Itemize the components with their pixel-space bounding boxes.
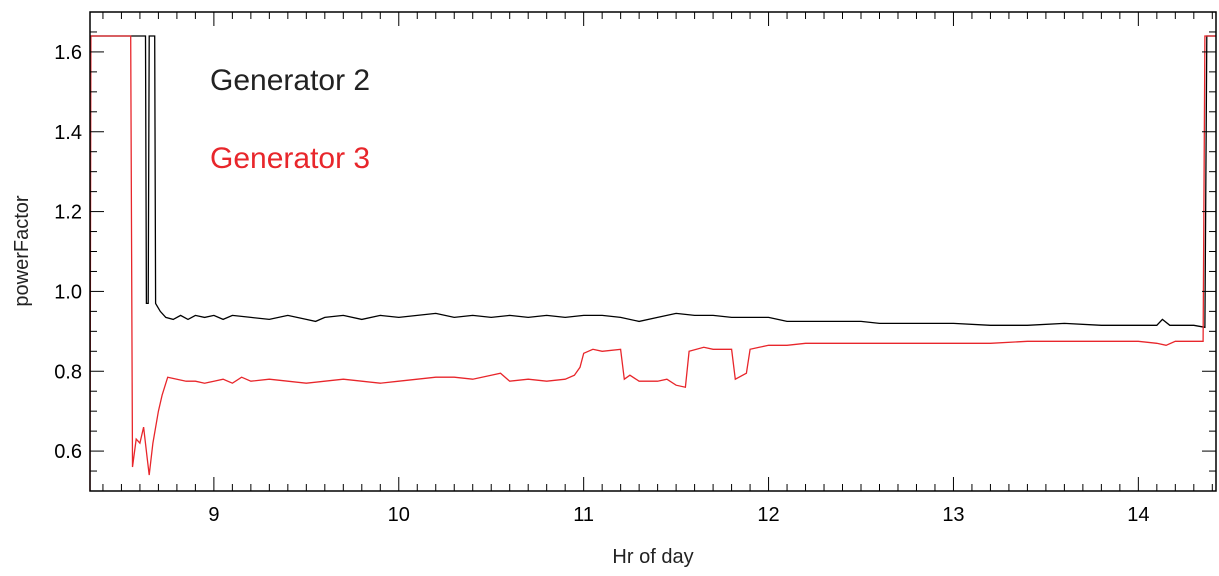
y-axis-title: powerFactor <box>11 195 33 306</box>
x-axis-title: Hr of day <box>612 546 693 568</box>
x-tick-label: 11 <box>573 504 594 526</box>
plot-area <box>89 35 1216 492</box>
y-tick-label: 1.0 <box>54 281 82 303</box>
y-tick-label: 0.6 <box>54 441 82 463</box>
x-tick-label: 12 <box>757 504 779 526</box>
x-tick-label: 10 <box>388 504 410 526</box>
axis-ticks: 9 10 11 12 13 14 0.6 0.8 1.0 1.2 1.4 1.6 <box>54 11 1216 526</box>
y-tick-label: 1.6 <box>54 42 82 64</box>
x-tick-label: 13 <box>942 504 964 526</box>
legend-generator-2: Generator 2 <box>210 64 370 97</box>
x-tick-label: 14 <box>1127 504 1149 526</box>
legend-generator-3: Generator 3 <box>210 142 370 175</box>
series-line-generator-2 <box>90 35 1216 329</box>
x-tick-label: 9 <box>208 504 219 526</box>
y-tick-label: 1.2 <box>54 202 82 224</box>
y-tick-label: 1.4 <box>54 122 82 144</box>
y-tick-label: 0.8 <box>54 361 82 383</box>
series-line-generator-3 <box>89 35 1216 492</box>
